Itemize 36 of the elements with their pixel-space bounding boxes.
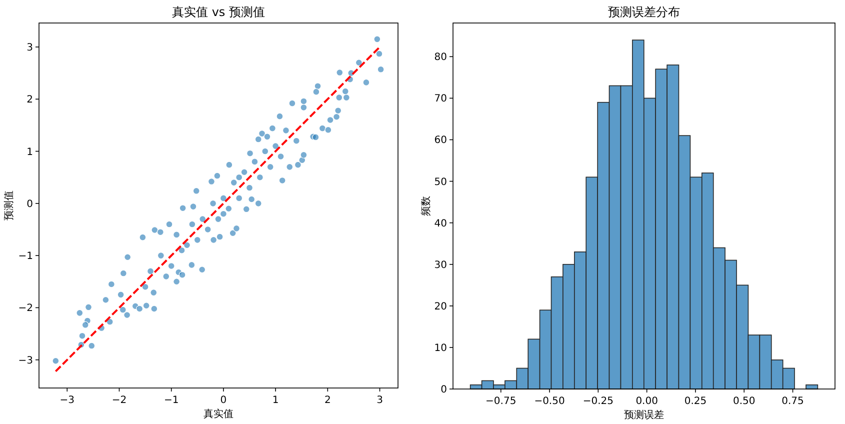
x-tick-label: 1 [272,395,279,406]
y-tick-label: 3 [26,42,33,54]
chart-title: 预测误差分布 [608,5,680,19]
x-tick-label: 0.00 [636,396,658,407]
chart-title: 真实值 vs 预测值 [172,5,265,19]
x-axis-title: 真实值 [204,408,234,420]
x-tick-label: 0.50 [732,396,756,407]
y-tick-label: 50 [434,176,447,188]
y-axis-title: 频数 [420,196,432,216]
x-tick-label: −3 [60,395,75,406]
x-tick-label: 0 [220,395,227,406]
y-tick-label: 2 [26,94,33,106]
y-tick-label: 20 [434,301,447,312]
x-tick-label: −0.25 [582,396,614,407]
y-tick-label: 0 [440,384,447,396]
y-tick-label: 10 [434,342,447,354]
y-tick-label: 70 [434,94,447,105]
y-axis-title: 预测值 [3,190,15,220]
x-tick-label: 2 [324,395,331,406]
y-tick-label: 60 [434,135,447,146]
y-tick-label: −2 [18,303,33,314]
y-tick-label: 1 [26,146,33,158]
x-tick-label: −0.50 [534,396,565,407]
x-tick-label: −0.75 [486,396,516,407]
y-tick-label: 30 [434,260,447,271]
x-tick-label: −1 [164,395,179,406]
y-tick-label: −1 [18,251,33,262]
y-tick-label: 40 [434,218,447,230]
x-tick-label: −2 [112,395,127,406]
x-tick-label: 0.25 [684,396,707,407]
x-axis-title: 预测误差 [624,409,664,421]
y-tick-label: 80 [434,52,447,64]
x-tick-label: 0.75 [782,396,804,407]
x-tick-label: 3 [376,395,383,406]
y-tick-label: 0 [26,198,33,210]
y-tick-label: −3 [18,355,33,366]
